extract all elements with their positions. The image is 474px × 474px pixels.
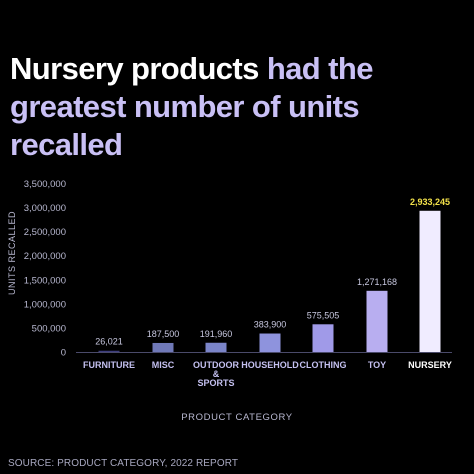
x-tick-label: TOY — [368, 360, 386, 370]
y-tick-label: 1,500,000 — [24, 275, 66, 286]
x-tick-label: OUTDOOR — [193, 360, 239, 370]
chart-title-highlight: Nursery products — [10, 51, 259, 86]
x-tick-label: CLOTHING — [300, 360, 347, 370]
x-tick-label: SPORTS — [197, 378, 234, 388]
value-label: 26,021 — [95, 337, 123, 347]
y-tick-label: 1,000,000 — [24, 299, 66, 310]
value-label: 575,505 — [307, 310, 340, 320]
x-tick-label: & — [213, 369, 220, 379]
bar-furniture — [98, 350, 120, 352]
bar-nursery — [419, 210, 441, 352]
y-axis-label: UNITS RECALLED — [7, 211, 17, 295]
x-tick-label: MISC — [152, 360, 175, 370]
y-tick-label: 0 — [61, 348, 66, 359]
y-tick-label: 3,000,000 — [24, 203, 66, 214]
bar-household — [259, 333, 281, 352]
y-tick-label: 2,500,000 — [24, 227, 66, 238]
chart-title: Nursery products had the greatest number… — [10, 50, 470, 164]
y-tick-label: 2,000,000 — [24, 251, 66, 262]
x-tick-label: NURSERY — [408, 360, 452, 370]
x-axis-label: PRODUCT CATEGORY — [181, 412, 293, 423]
x-tick-label: FURNITURE — [83, 360, 135, 370]
value-label: 2,933,245 — [410, 197, 450, 207]
x-tick-label: HOUSEHOLD — [241, 360, 299, 370]
bar-toy — [366, 290, 388, 352]
bar-outdoor-sports — [205, 342, 227, 352]
bar-clothing — [312, 324, 334, 352]
source-note: SOURCE: PRODUCT CATEGORY, 2022 REPORT — [8, 458, 239, 469]
bar-misc — [152, 342, 174, 352]
chart-title-rest: had the greatest number of units recalle… — [10, 51, 373, 162]
value-label: 383,900 — [254, 320, 287, 330]
y-tick-label: 500,000 — [32, 323, 66, 334]
y-tick-label: 3,500,000 — [24, 179, 66, 190]
value-label: 1,271,168 — [357, 277, 397, 287]
value-label: 191,960 — [200, 329, 233, 339]
value-label: 187,500 — [147, 329, 180, 339]
